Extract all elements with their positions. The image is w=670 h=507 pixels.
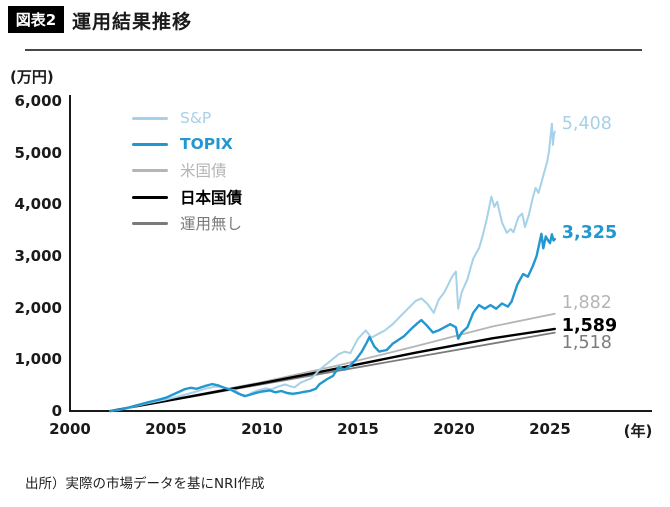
end-value-jp-bond: 1,589 bbox=[561, 315, 618, 336]
sp-line-swatch bbox=[132, 116, 168, 120]
y-tick-1000: 1,000 bbox=[14, 350, 62, 368]
x-tick-2010: 2010 bbox=[241, 420, 283, 438]
title-rule bbox=[25, 49, 642, 51]
y-tick-2000: 2,000 bbox=[14, 299, 62, 317]
legend-item-no-invest: 運用無し bbox=[132, 214, 243, 233]
y-axis-unit-label: (万円) bbox=[10, 68, 54, 86]
x-tick-2015: 2015 bbox=[337, 420, 379, 438]
legend-item-sp: S&P bbox=[132, 109, 211, 127]
legend-label-sp: S&P bbox=[180, 109, 212, 127]
topix-line-swatch bbox=[132, 142, 168, 146]
us-bond-line-swatch bbox=[132, 168, 168, 172]
legend-label-jp-bond: 日本国債 bbox=[180, 189, 243, 207]
y-tick-4000: 4,000 bbox=[14, 195, 62, 213]
x-axis-unit-label: (年) bbox=[623, 422, 653, 440]
no-invest-line-swatch bbox=[132, 221, 168, 225]
legend-item-jp-bond: 日本国債 bbox=[132, 188, 243, 207]
x-tick-2025: 2025 bbox=[529, 420, 571, 438]
legend-label-no-invest: 運用無し bbox=[180, 215, 243, 233]
legend-item-topix: TOPIX bbox=[132, 135, 233, 153]
legend-label-topix: TOPIX bbox=[180, 135, 233, 153]
legend-item-us-bond: 米国債 bbox=[132, 161, 227, 180]
source-note: 出所）実際の市場データを基にNRI作成 bbox=[25, 476, 265, 492]
y-tick-0: 0 bbox=[51, 402, 62, 420]
y-tick-5000: 5,000 bbox=[14, 144, 62, 162]
y-tick-6000: 6,000 bbox=[14, 92, 62, 110]
jp-bond-line bbox=[109, 327, 556, 413]
end-value-sp: 5,408 bbox=[561, 113, 612, 134]
x-tick-2005: 2005 bbox=[145, 420, 187, 438]
figure-badge: 図表2 bbox=[8, 6, 64, 33]
end-value-no-invest: 1,518 bbox=[561, 332, 612, 353]
x-tick-2000: 2000 bbox=[49, 420, 91, 438]
end-value-us-bond: 1,882 bbox=[561, 292, 612, 313]
jp-bond-line-swatch bbox=[132, 195, 168, 199]
legend-label-us-bond: 米国債 bbox=[180, 162, 227, 180]
x-tick-2020: 2020 bbox=[433, 420, 475, 438]
y-tick-3000: 3,000 bbox=[14, 247, 62, 265]
series-group bbox=[109, 122, 556, 413]
topix-line bbox=[109, 232, 556, 413]
end-value-topix: 3,325 bbox=[561, 223, 618, 244]
figure-title: 運用結果推移 bbox=[72, 11, 193, 33]
